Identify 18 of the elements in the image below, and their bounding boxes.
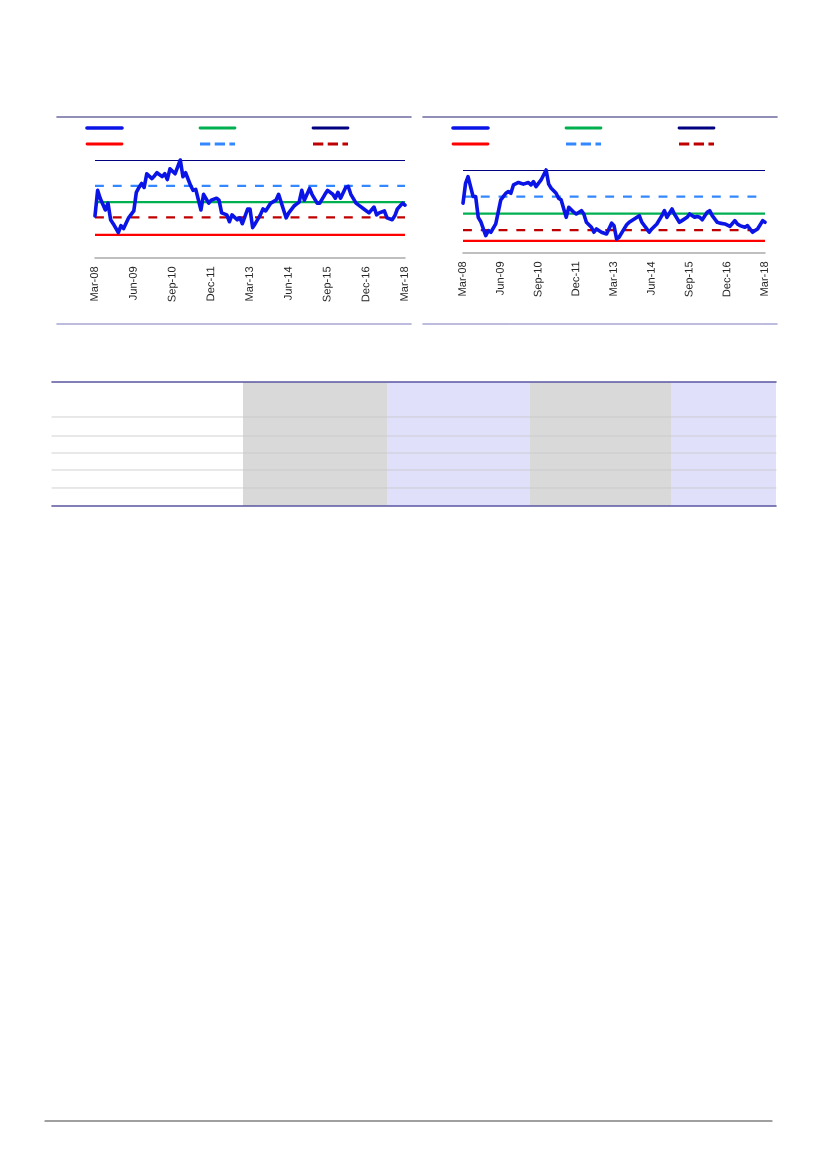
x-tick-label: Sep-15 — [684, 261, 695, 297]
x-tick-label: Dec-11 — [206, 266, 215, 301]
x-tick-label: Jun-14 — [284, 266, 292, 301]
x-tick-label: Dec-16 — [722, 261, 731, 297]
x-tick-label: Mar-08 — [90, 266, 98, 301]
x-tick-label: Dec-16 — [361, 266, 370, 302]
x-tick-label: Mar-13 — [245, 266, 253, 301]
x-tick-label: Mar-18 — [760, 261, 768, 296]
x-tick-label: Jun-09 — [128, 266, 137, 301]
x-tick-label: Mar-08 — [458, 261, 466, 296]
x-tick-label: Sep-15 — [322, 266, 333, 302]
x-tick-label: Dec-11 — [571, 261, 580, 296]
x-tick-label: Sep-10 — [167, 266, 178, 302]
x-tick-label: Mar-13 — [609, 261, 617, 296]
x-tick-label: Sep-10 — [533, 261, 544, 297]
x-tick-label: Jun-14 — [647, 261, 655, 296]
x-tick-label: Mar-18 — [400, 266, 408, 301]
x-tick-label: Jun-09 — [495, 261, 504, 296]
